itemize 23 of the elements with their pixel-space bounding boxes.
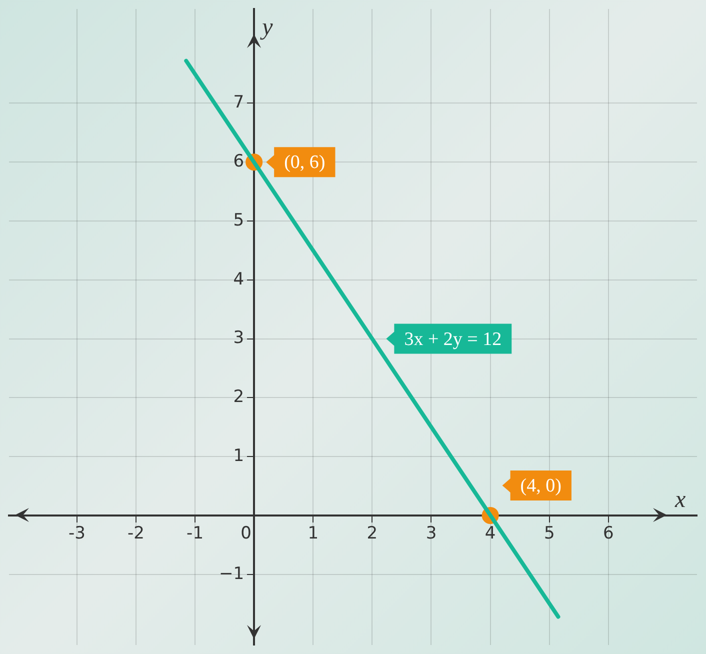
y-tick-label: 4 (233, 269, 244, 290)
x-axis-title: x (674, 486, 686, 513)
y-tick-label: 1 (233, 446, 244, 466)
x-tick-label: -3 (68, 523, 86, 544)
x-tick-label: 0 (240, 523, 252, 544)
y-tick-label: 7 (233, 92, 244, 113)
y-axis-title: y (260, 14, 274, 40)
x-tick-label: 6 (603, 523, 614, 544)
x-tick-label: 5 (544, 523, 555, 544)
annotation: (4, 0) (520, 475, 562, 496)
x-tick-label: -1 (186, 523, 204, 544)
x-tick-label: 1 (308, 523, 319, 544)
y-tick-label: 2 (233, 387, 244, 408)
y-tick-label: 5 (233, 210, 244, 230)
annotation: (0, 6) (284, 152, 326, 174)
x-tick-label: 4 (484, 523, 496, 544)
x-tick-label: 2 (366, 523, 378, 544)
y-tick-label: 3 (233, 328, 244, 348)
annotation: 3x + 2y = 12 (404, 328, 502, 350)
x-tick-label: -2 (127, 523, 144, 544)
y-tick-label: 6 (233, 152, 244, 172)
x-tick-label: 3 (426, 523, 437, 544)
y-tick-label: −1 (219, 564, 244, 584)
